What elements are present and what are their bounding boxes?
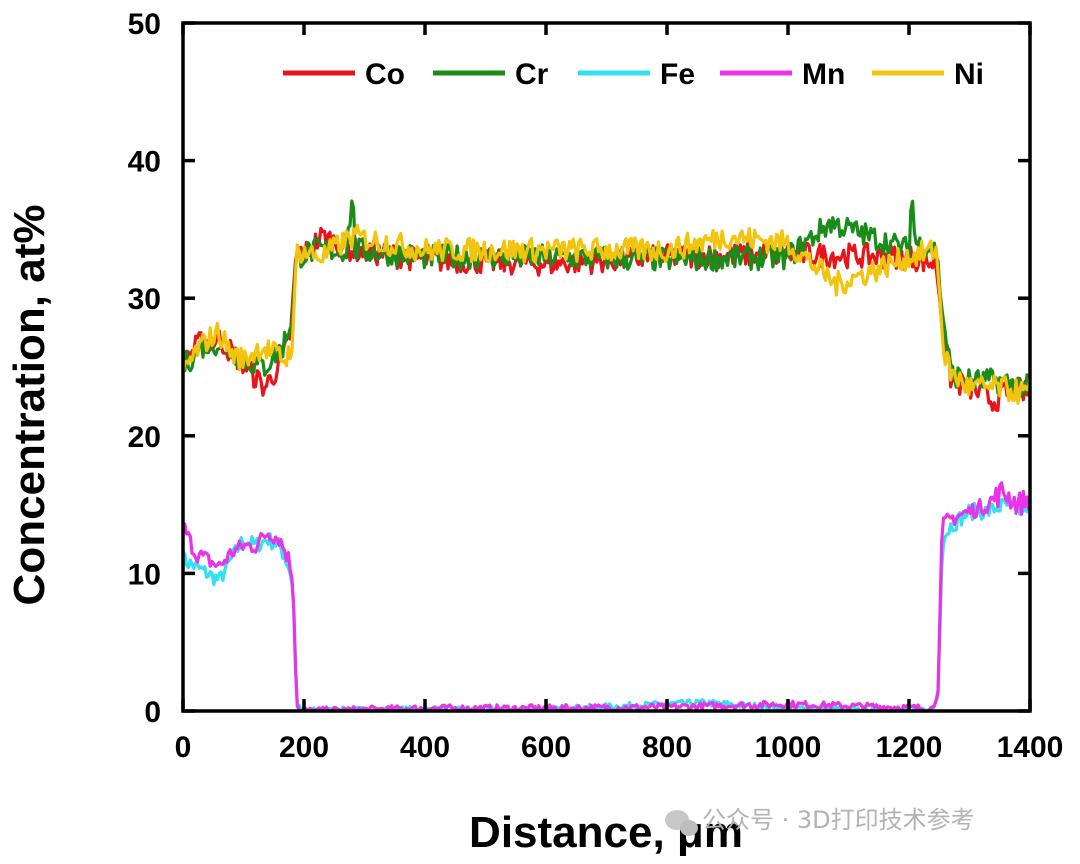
legend-label-ni: Ni [954,58,984,91]
series-line-cr [181,199,1030,398]
x-tick-label: 800 [642,731,692,764]
x-tick-label: 400 [400,731,450,764]
legend-label-fe: Fe [660,58,695,91]
y-tick-label: 40 [128,146,161,179]
legend-label-cr: Cr [515,58,549,91]
x-tick-label: 0 [175,731,192,764]
plot-frame [181,21,1032,713]
y-tick-label: 10 [128,558,161,591]
y-tick-label: 0 [144,696,161,729]
axes: 0 200 400 600 800 1000 1200 1400 0 10 20 30 40 50 [128,8,1064,764]
series-line-ni [181,223,1030,405]
series-line-mn [181,481,1031,713]
y-tick-label: 20 [128,421,161,454]
y-tick-label: 30 [128,283,161,316]
x-tick-label: 600 [521,731,571,764]
x-tick-label: 1400 [997,731,1064,764]
y-tick-label: 50 [128,8,161,41]
legend-label-mn: Mn [802,58,845,91]
watermark: 公众号 · 3D打印技术参考 [665,806,975,836]
x-axis-title: Distance, μm [469,808,743,857]
x-tick-label: 200 [279,731,329,764]
legend-label-co: Co [365,58,405,91]
x-tick-label: 1000 [755,731,822,764]
plot-lines [181,199,1031,713]
y-axis-title: Concentration, at% [5,205,54,606]
series-line-fe [181,497,1031,713]
x-tick-label: 1200 [876,731,943,764]
legend: Co Cr Fe Mn Ni [283,58,984,91]
wechat-icon [665,810,698,836]
watermark-text: 公众号 · 3D打印技术参考 [702,806,975,834]
